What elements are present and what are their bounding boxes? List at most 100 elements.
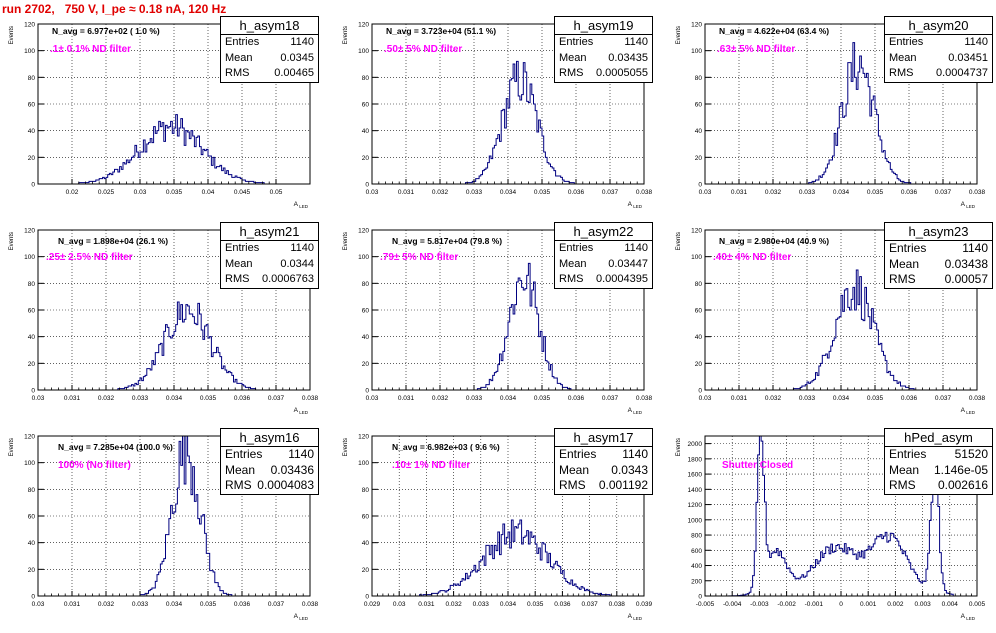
navg-label: N_avg = 4.622e+04 (63.4 %) bbox=[719, 26, 830, 36]
x-tick-label: 0.03 bbox=[699, 395, 712, 402]
stats-value: 1140 bbox=[622, 447, 648, 461]
y-tick-label: 40 bbox=[28, 540, 36, 547]
y-tick-label: 80 bbox=[362, 487, 370, 494]
y-tick-label: 100 bbox=[24, 254, 35, 261]
stats-box: hPed_asym Entries 51520 Mean 1.146e-05 RMS 0.0… bbox=[884, 428, 993, 495]
y-tick-label: 80 bbox=[362, 281, 370, 288]
y-axis-title: Events bbox=[9, 438, 15, 456]
x-tick-label: 0.036 bbox=[901, 189, 918, 196]
stats-row-entries: Entries 1140 bbox=[885, 241, 992, 257]
y-tick-label: 0 bbox=[365, 594, 369, 601]
y-tick-label: 80 bbox=[28, 75, 36, 82]
x-tick-label: 0.031 bbox=[731, 395, 748, 402]
y-tick-label: 20 bbox=[362, 361, 370, 368]
stats-row-mean: Mean 0.03447 bbox=[555, 257, 652, 273]
x-tick-label: 0.034 bbox=[833, 189, 850, 196]
y-axis-title: Events bbox=[676, 232, 682, 250]
x-tick-label: 0.001 bbox=[860, 601, 877, 608]
x-tick-label: 0.033 bbox=[132, 601, 149, 608]
histogram-pane-h_asym22: 0.03 0.031 0.032 0.033 0.034 0.035 0.036 0.037 0… bbox=[334, 222, 664, 427]
stats-key: RMS bbox=[889, 67, 914, 79]
y-tick-label: 0 bbox=[31, 182, 35, 189]
y-tick-label: 0 bbox=[698, 594, 702, 601]
navg-label: N_avg = 6.977e+02 ( 1.0 %) bbox=[52, 26, 160, 36]
x-tick-label: 0.037 bbox=[602, 189, 619, 196]
stats-row-rms: RMS 0.001192 bbox=[555, 478, 652, 494]
histogram-name: h_asym20 bbox=[885, 17, 992, 35]
histogram-pane-h_asym18: 0.02 0.025 0.03 0.035 0.04 0.045 0.05 0 20 40 60 80… bbox=[0, 16, 330, 221]
stats-key: Mean bbox=[559, 51, 587, 64]
stats-row-entries: Entries 51520 bbox=[885, 447, 992, 463]
x-tick-label: 0.002 bbox=[887, 601, 904, 608]
x-tick-label: 0.035 bbox=[534, 189, 551, 196]
y-tick-label: 1200 bbox=[688, 502, 703, 509]
histogram-plot: -0.005 -0.004 -0.003 -0.002 -0.001 0 0.001 0.00… bbox=[676, 435, 986, 621]
stats-key: RMS bbox=[559, 67, 584, 79]
y-tick-label: 60 bbox=[362, 102, 370, 109]
y-tick-label: 0 bbox=[698, 388, 702, 395]
y-tick-label: 100 bbox=[691, 254, 702, 261]
y-tick-label: 120 bbox=[24, 22, 35, 29]
navg-label: N_avg = 7.285e+04 (100.0 %) bbox=[58, 442, 173, 452]
histogram-pane-h_asym20: 0.03 0.031 0.032 0.033 0.034 0.035 0.036 0.037 0… bbox=[667, 16, 996, 221]
y-tick-label: 0 bbox=[365, 182, 369, 189]
y-tick-label: 60 bbox=[362, 514, 370, 521]
x-tick-label: -0.005 bbox=[696, 601, 715, 608]
x-tick-label: 0.031 bbox=[398, 189, 415, 196]
histogram-series bbox=[372, 519, 644, 597]
stats-key: Entries bbox=[225, 242, 260, 254]
histogram-pane-h_asym16: 0.03 0.031 0.032 0.033 0.034 0.035 0.036 0.037 0… bbox=[0, 428, 330, 633]
y-tick-label: 20 bbox=[362, 155, 370, 162]
x-tick-label: 0.037 bbox=[581, 601, 598, 608]
navg-label: N_avg = 2.980e+04 (40.9 %) bbox=[719, 236, 830, 246]
stats-value: 1140 bbox=[290, 36, 314, 48]
histogram-series bbox=[38, 114, 310, 185]
stats-value: 0.03447 bbox=[608, 257, 648, 270]
y-tick-label: 1600 bbox=[688, 472, 703, 479]
stats-row-mean: Mean 0.0344 bbox=[221, 257, 318, 273]
navg-label: N_avg = 3.723e+04 (51.1 %) bbox=[386, 26, 497, 36]
x-tick-label: 0.037 bbox=[602, 395, 619, 402]
stats-key: Mean bbox=[559, 462, 590, 477]
x-tick-label: 0.037 bbox=[935, 395, 952, 402]
stats-value: 1140 bbox=[290, 242, 314, 254]
y-axis-title: Events bbox=[343, 26, 349, 44]
x-axis-title: A LED bbox=[294, 407, 309, 415]
y-tick-label: 1400 bbox=[688, 487, 703, 494]
filter-label: .1± 0.1% ND filter bbox=[50, 44, 132, 55]
y-tick-label: 20 bbox=[362, 567, 370, 574]
y-tick-label: 100 bbox=[24, 460, 35, 467]
x-tick-label: 0.039 bbox=[636, 601, 653, 608]
y-tick-label: 80 bbox=[28, 281, 36, 288]
filter-label: 100% (No filter) bbox=[58, 460, 131, 471]
x-tick-label: 0.034 bbox=[833, 395, 850, 402]
x-tick-label: 0.032 bbox=[98, 601, 115, 608]
stats-key: Mean bbox=[889, 462, 920, 477]
x-tick-label: 0.038 bbox=[636, 395, 653, 402]
y-tick-label: 80 bbox=[695, 281, 703, 288]
x-tick-label: 0.029 bbox=[364, 601, 381, 608]
x-tick-label: 0.038 bbox=[969, 395, 986, 402]
stats-key: Entries bbox=[559, 242, 594, 254]
x-tick-label: 0.034 bbox=[500, 601, 517, 608]
stats-value: 0.0004737 bbox=[936, 67, 988, 79]
x-tick-label: 0.03 bbox=[366, 395, 379, 402]
y-tick-label: 20 bbox=[28, 567, 36, 574]
stats-value: 1.146e-05 bbox=[933, 462, 988, 477]
x-tick-label: 0.034 bbox=[166, 601, 183, 608]
x-tick-label: 0.032 bbox=[432, 395, 449, 402]
stats-key: RMS bbox=[889, 478, 916, 492]
y-axis-title: Events bbox=[676, 26, 682, 44]
y-tick-label: 80 bbox=[362, 75, 370, 82]
stats-key: RMS bbox=[889, 272, 916, 286]
stats-key: RMS bbox=[225, 273, 250, 285]
histogram-pane-hPed_asym: -0.005 -0.004 -0.003 -0.002 -0.001 0 0.001 0.00… bbox=[667, 428, 996, 633]
stats-value: 51520 bbox=[954, 447, 988, 461]
x-tick-label: 0.038 bbox=[609, 601, 626, 608]
x-tick-label: 0.036 bbox=[234, 395, 251, 402]
y-tick-label: 20 bbox=[695, 361, 703, 368]
y-tick-label: 100 bbox=[691, 48, 702, 55]
stats-row-rms: RMS 0.00057 bbox=[885, 272, 992, 288]
y-tick-label: 0 bbox=[31, 388, 35, 395]
x-tick-label: 0.034 bbox=[500, 395, 517, 402]
